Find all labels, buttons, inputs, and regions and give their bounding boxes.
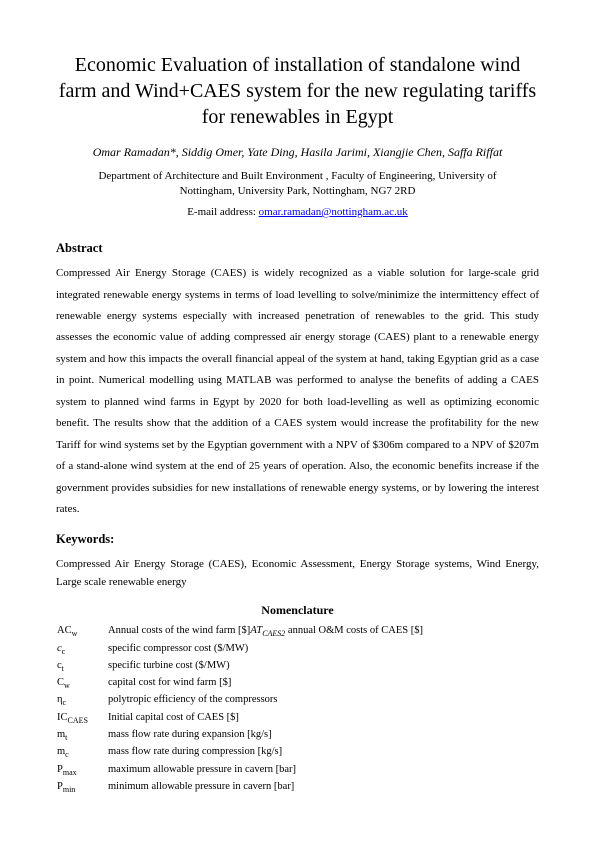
nomenclature-description: minimum allowable pressure in cavern [ba… bbox=[107, 779, 424, 796]
nomenclature-symbol: Pmax bbox=[56, 762, 107, 779]
email-label: E-mail address: bbox=[187, 206, 258, 218]
nomenclature-row: ctspecific turbine cost ($/MW) bbox=[56, 658, 424, 675]
keywords-heading: Keywords: bbox=[56, 530, 539, 548]
nomenclature-description: capital cost for wind farm [$] bbox=[107, 675, 424, 692]
nomenclature-description: mass flow rate during expansion [kg/s] bbox=[107, 727, 424, 744]
email-line: E-mail address: omar.ramadan@nottingham.… bbox=[56, 205, 539, 221]
affiliation-line: Department of Architecture and Built Env… bbox=[98, 170, 496, 182]
nomenclature-row: mtmass flow rate during expansion [kg/s] bbox=[56, 727, 424, 744]
nomenclature-description: maximum allowable pressure in cavern [ba… bbox=[107, 762, 424, 779]
nomenclature-row: ccspecific compressor cost ($/MW) bbox=[56, 641, 424, 658]
nomenclature-symbol: mc bbox=[56, 744, 107, 761]
nomenclature-row: ICCAESInitial capital cost of CAES [$] bbox=[56, 710, 424, 727]
nomenclature-symbol: Cw bbox=[56, 675, 107, 692]
affiliation-line: Nottingham, University Park, Nottingham,… bbox=[180, 185, 416, 197]
author-list: Omar Ramadan*, Siddig Omer, Yate Ding, H… bbox=[56, 144, 539, 161]
nomenclature-row: ηcpolytropic efficiency of the compresso… bbox=[56, 692, 424, 709]
nomenclature-description: Annual costs of the wind farm [$]ATCAES2… bbox=[107, 623, 424, 640]
nomenclature-table: ACwAnnual costs of the wind farm [$]ATCA… bbox=[56, 623, 424, 796]
nomenclature-description: specific compressor cost ($/MW) bbox=[107, 641, 424, 658]
nomenclature-row: Pminminimum allowable pressure in cavern… bbox=[56, 779, 424, 796]
nomenclature-symbol: ICCAES bbox=[56, 710, 107, 727]
nomenclature-row: mcmass flow rate during compression [kg/… bbox=[56, 744, 424, 761]
nomenclature-symbol: Pmin bbox=[56, 779, 107, 796]
nomenclature-row: ACwAnnual costs of the wind farm [$]ATCA… bbox=[56, 623, 424, 640]
nomenclature-description: mass flow rate during compression [kg/s] bbox=[107, 744, 424, 761]
nomenclature-symbol: mt bbox=[56, 727, 107, 744]
corresponding-email-link[interactable]: omar.ramadan@nottingham.ac.uk bbox=[259, 206, 408, 218]
nomenclature-row: Pmaxmaximum allowable pressure in cavern… bbox=[56, 762, 424, 779]
nomenclature-description: polytropic efficiency of the compressors bbox=[107, 692, 424, 709]
nomenclature-row: Cwcapital cost for wind farm [$] bbox=[56, 675, 424, 692]
nomenclature-symbol: ηc bbox=[56, 692, 107, 709]
paper-title: Economic Evaluation of installation of s… bbox=[56, 52, 539, 130]
nomenclature-symbol: ct bbox=[56, 658, 107, 675]
nomenclature-symbol: ACw bbox=[56, 623, 107, 640]
abstract-text: Compressed Air Energy Storage (CAES) is … bbox=[56, 263, 539, 520]
nomenclature-symbol: cc bbox=[56, 641, 107, 658]
affiliation: Department of Architecture and Built Env… bbox=[56, 169, 539, 199]
nomenclature-description: specific turbine cost ($/MW) bbox=[107, 658, 424, 675]
abstract-heading: Abstract bbox=[56, 239, 539, 257]
nomenclature-description: Initial capital cost of CAES [$] bbox=[107, 710, 424, 727]
keywords-text: Compressed Air Energy Storage (CAES), Ec… bbox=[56, 555, 539, 592]
nomenclature-heading: Nomenclature bbox=[56, 602, 539, 619]
